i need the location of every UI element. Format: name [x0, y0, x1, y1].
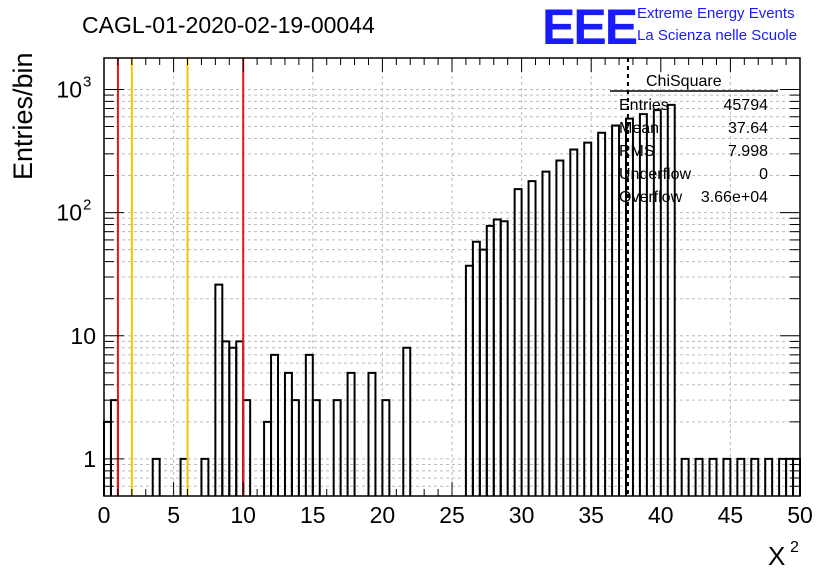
stats-label: Mean	[619, 120, 659, 137]
y-tick-label: 1	[83, 446, 96, 472]
stats-label: Entries	[619, 97, 669, 114]
histogram-bin	[597, 131, 607, 496]
x-tick-label: 5	[167, 502, 180, 528]
histogram-bin	[242, 399, 252, 496]
x-tick-label: 15	[300, 502, 326, 528]
histogram-bin	[625, 117, 634, 496]
stats-value: 45794	[724, 97, 769, 114]
histogram-bin	[764, 457, 774, 496]
x-tick-label: 30	[509, 502, 535, 528]
x-tick-label: 35	[578, 502, 604, 528]
x-tick-label: 40	[648, 502, 674, 528]
histogram-bin	[464, 264, 474, 496]
histogram-bars	[103, 103, 801, 496]
histogram-bin	[346, 371, 356, 496]
histogram-bin	[304, 353, 314, 496]
org-line-2: La Scienza nelle Scuole	[637, 27, 797, 44]
histogram-bin	[109, 399, 119, 496]
histogram-bin	[485, 224, 495, 496]
x-tick-label: 50	[787, 502, 813, 528]
org-line-1: Extreme Energy Events	[637, 5, 795, 22]
histogram-bin	[611, 124, 621, 496]
histogram-bin	[708, 457, 718, 496]
stats-box: ChiSquare Entries 45794 Mean 37.64 RMS 7.998 U…	[610, 73, 778, 206]
x-tick-label: 20	[370, 502, 396, 528]
histogram-bin	[471, 240, 481, 496]
stats-value: 37.64	[728, 120, 768, 137]
histogram-bin	[402, 346, 412, 496]
histogram-bin	[200, 457, 210, 496]
histogram-bin	[722, 457, 732, 496]
histogram-bin	[290, 399, 300, 496]
y-tick-label: 10	[56, 76, 82, 102]
x-tick-label: 0	[98, 502, 111, 528]
histogram-bin	[381, 399, 391, 496]
y-tick-label: 10	[56, 200, 82, 226]
stats-title: ChiSquare	[646, 73, 722, 90]
histogram-bin	[499, 220, 509, 496]
x-axis-label-superscript: 2	[790, 539, 799, 556]
histogram-bin	[513, 188, 523, 496]
x-tick-label: 10	[230, 502, 256, 528]
histogram-bin	[235, 340, 245, 496]
x-tick-label: 45	[718, 502, 744, 528]
y-tick-label: 10	[70, 323, 96, 349]
histogram-bin	[666, 103, 676, 496]
histogram-bin	[270, 353, 279, 496]
y-axis-label: Entries/bin	[8, 52, 38, 180]
y-tick-label-exponent: 2	[83, 197, 91, 214]
histogram-bin	[680, 457, 690, 496]
histogram-bin	[332, 399, 342, 496]
histogram-bin	[367, 371, 377, 496]
histogram-bin	[555, 159, 565, 496]
x-axis-ticks: 0 5 10 15 20 25 30 35 40 45 50	[98, 58, 813, 528]
stats-label: RMS	[619, 143, 655, 160]
x-tick-label: 25	[439, 502, 465, 528]
run-title: CAGL-01-2020-02-19-00044	[82, 12, 375, 38]
stats-label: Overflow	[619, 189, 683, 206]
histogram-bin	[750, 457, 760, 496]
grid-lines	[103, 58, 801, 497]
histogram-bin	[569, 148, 579, 496]
histogram-bin	[736, 457, 746, 496]
histogram-bin	[638, 113, 648, 496]
histogram-bin	[151, 457, 161, 496]
x-axis-label: X	[768, 541, 785, 571]
histogram-bin	[652, 109, 662, 496]
histogram-bin	[694, 457, 704, 496]
histogram-bin	[311, 399, 321, 496]
histogram-bin	[541, 170, 551, 496]
eee-logo: EEE	[542, 0, 637, 55]
histogram-bin	[583, 141, 593, 496]
stats-label: Underflow	[619, 166, 691, 183]
marker-lines	[116, 58, 629, 496]
histogram-bin	[492, 218, 502, 496]
histogram-bin	[221, 340, 231, 496]
stats-value: 0	[759, 166, 768, 183]
y-tick-label-exponent: 3	[83, 73, 91, 90]
histogram-bin	[527, 180, 537, 496]
stats-value: 7.998	[728, 143, 768, 160]
stats-value: 3.66e+04	[701, 189, 768, 206]
